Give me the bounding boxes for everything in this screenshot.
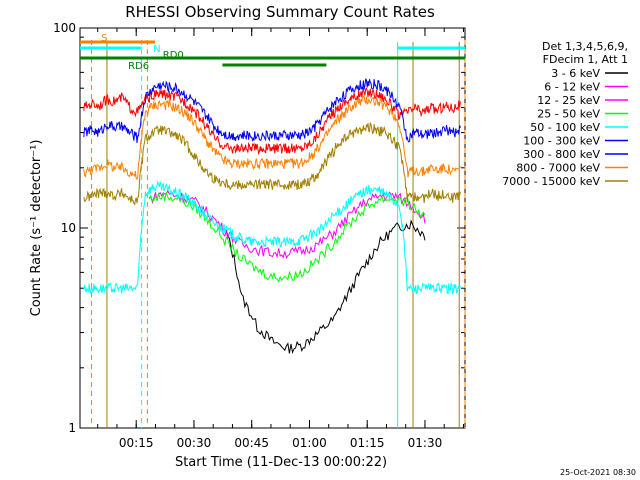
y-axis-label: Count Rate (s⁻¹ detector⁻¹) (29, 140, 44, 317)
y-tick-label: 10 (61, 221, 76, 235)
x-tick-label: 00:15 (119, 436, 154, 450)
x-tick-label: 01:30 (408, 436, 443, 450)
timestamp: 25-Oct-2021 08:30 (560, 468, 636, 477)
x-axis: 00:15 00:30 00:45 01:00 01:15 01:30 (97, 28, 464, 450)
series-line-2 (148, 192, 426, 283)
x-axis-label: Start Time (11-Dec-13 00:00:22) (175, 455, 387, 470)
y-axis: 1 10 100 (53, 21, 465, 435)
x-tick-label: 01:15 (350, 436, 385, 450)
x-tick-label: 00:45 (234, 436, 269, 450)
plot-frame (79, 27, 466, 429)
legend-label: 25 - 50 keV (537, 108, 600, 121)
x-tick-label: 00:30 (177, 436, 212, 450)
flag-label-rd0: RD0 (163, 50, 184, 61)
legend: Det 1,3,4,5,6,9, FDecim 1, Att 1 3 - 6 k… (502, 40, 628, 188)
legend-label: 300 - 800 keV (523, 148, 600, 161)
series-line-4 (83, 87, 461, 156)
y-tick-label: 1 (68, 421, 76, 435)
series-line-5 (83, 78, 461, 144)
chart-title: RHESSI Observing Summary Count Rates (125, 3, 435, 21)
flag-label-rd6: RD6 (128, 61, 149, 72)
series-lines (83, 78, 461, 354)
flag-label-n: N (153, 44, 160, 55)
legend-label: 3 - 6 keV (551, 67, 600, 80)
legend-label: 12 - 25 keV (537, 94, 600, 107)
legend-label: 800 - 7000 keV (516, 162, 600, 175)
series-line-8 (83, 122, 461, 206)
series-line-7 (83, 94, 461, 180)
flag-label-s: S (101, 33, 107, 44)
x-tick-label: 01:00 (292, 436, 327, 450)
series-line-0 (225, 219, 426, 354)
y-tick-label: 100 (53, 21, 76, 35)
series-line-3 (83, 180, 461, 295)
legend-label: 50 - 100 keV (530, 121, 600, 134)
legend-header-2: FDecim 1, Att 1 (543, 53, 628, 66)
series-line-1 (148, 189, 426, 260)
legend-label: 6 - 12 keV (544, 81, 600, 94)
legend-header-1: Det 1,3,4,5,6,9, (542, 40, 628, 53)
legend-label: 7000 - 15000 keV (502, 175, 600, 188)
legend-label: 100 - 300 keV (523, 135, 600, 148)
